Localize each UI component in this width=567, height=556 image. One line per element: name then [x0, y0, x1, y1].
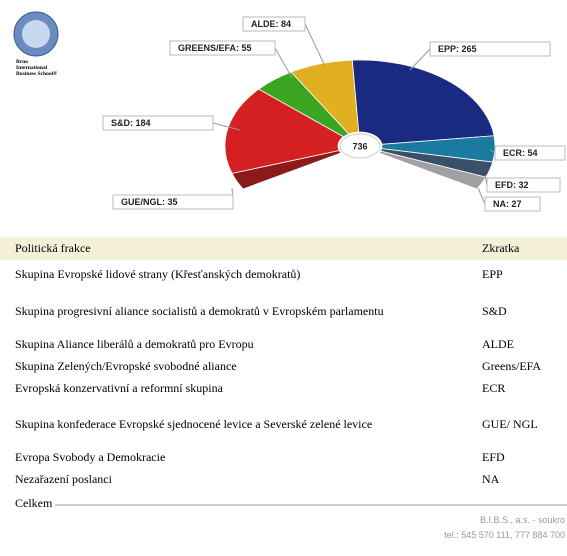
table-cell: Greens/EFA [482, 359, 541, 373]
seat-segment [351, 59, 495, 145]
table-total: Celkem [15, 496, 53, 510]
table-cell: ALDE [482, 337, 514, 351]
label-box [242, 16, 306, 32]
table-cell: S&D [482, 304, 507, 318]
label-box [169, 40, 276, 56]
center-hole [339, 133, 381, 159]
table-header: Politická frakce [15, 241, 91, 255]
footer-text: B.I.B.S., a.s. - soukro [480, 515, 565, 525]
seat-segment [378, 150, 487, 190]
segment-label: S&D: 184 [111, 118, 151, 128]
table-cell: Skupina Evropské lidové strany (Křesťans… [15, 267, 300, 281]
segment-label: GUE/NGL: 35 [121, 197, 178, 207]
leader-line [304, 23, 326, 67]
table-cell: Skupina progresivní aliance socialistů a… [15, 304, 384, 318]
table-cell: NA [482, 472, 500, 486]
logo-text: Business School® [16, 70, 57, 77]
leader-line [274, 47, 293, 79]
label-box [112, 194, 234, 210]
leader-line [477, 187, 486, 205]
table-cell: Skupina konfederace Evropské sjednocené … [15, 417, 372, 431]
segment-label: ECR: 54 [503, 148, 538, 158]
table: Politická frakce Zkratka Skupina Evropské … [15, 241, 541, 510]
logo-text: International [16, 65, 48, 71]
leader-line [489, 149, 496, 154]
chart: 736 GUE/NGL: 35 S&D: 184 GREENS/EFA: 55 ALDE… [102, 16, 566, 212]
table-cell: ECR [482, 381, 505, 395]
footer-text: tel.: 545 570 111, 777 884 700 [444, 530, 565, 540]
segment-label: ALDE: 84 [251, 19, 291, 29]
label-box [484, 196, 541, 212]
leader-line [212, 122, 241, 131]
table-cell: Skupina Aliance liberálů a demokratů pro… [15, 337, 254, 351]
segment-label: EPP: 265 [438, 44, 477, 54]
table-header: Zkratka [482, 241, 520, 255]
segment-label: GREENS/EFA: 55 [178, 43, 252, 53]
label-box [429, 41, 551, 57]
segment-label: NA: 27 [493, 199, 522, 209]
table-cell: Evropská konzervativní a reformní skupin… [15, 381, 224, 395]
label-box [102, 115, 214, 131]
table-cell: GUE/ NGL [482, 417, 538, 431]
table-header-bg [0, 237, 567, 260]
label-box [494, 145, 566, 161]
logo-emblem-inner [22, 20, 50, 48]
table-cell: Nezařazení poslanci [15, 472, 113, 486]
total-label: 736 [352, 141, 367, 151]
segment-label: EFD: 32 [495, 180, 529, 190]
leader-line [409, 48, 431, 71]
seat-segment [224, 88, 345, 174]
table-cell: EPP [482, 267, 503, 281]
logo-text: Brno [16, 59, 28, 65]
table-cell: EFD [482, 450, 505, 464]
label-box [486, 177, 561, 193]
table-cell: Evropa Svobody a Demokracie [15, 450, 165, 464]
table-cell: Skupina Zelených/Evropské svobodné alian… [15, 359, 237, 373]
